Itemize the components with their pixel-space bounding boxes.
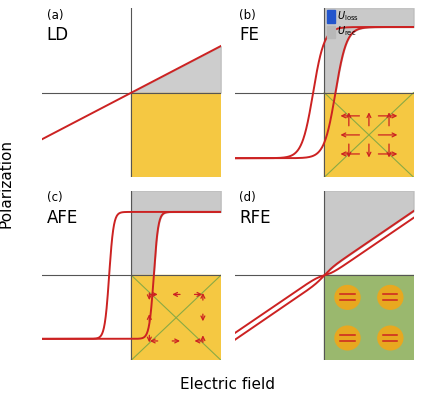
Bar	[324, 275, 414, 360]
Circle shape	[335, 286, 360, 309]
Text: Electric field: Electric field	[180, 377, 276, 392]
Text: (d): (d)	[240, 191, 256, 204]
Bar	[327, 26, 335, 38]
Text: AFE: AFE	[47, 208, 78, 226]
Bar	[132, 93, 221, 177]
Bar	[132, 275, 221, 360]
Text: FE: FE	[240, 26, 260, 44]
Text: LD: LD	[47, 26, 69, 44]
Text: $U_{\rm rec}$: $U_{\rm rec}$	[337, 24, 356, 38]
Text: RFE: RFE	[240, 208, 271, 226]
Circle shape	[378, 286, 403, 309]
Circle shape	[335, 326, 360, 350]
Text: (b): (b)	[240, 8, 256, 22]
Circle shape	[378, 326, 403, 350]
Bar	[327, 10, 335, 23]
Text: Polarization: Polarization	[0, 140, 14, 228]
Bar	[324, 93, 414, 177]
Text: $U_{\rm loss}$: $U_{\rm loss}$	[337, 9, 359, 22]
Text: (c): (c)	[47, 191, 62, 204]
Text: (a): (a)	[47, 8, 63, 22]
